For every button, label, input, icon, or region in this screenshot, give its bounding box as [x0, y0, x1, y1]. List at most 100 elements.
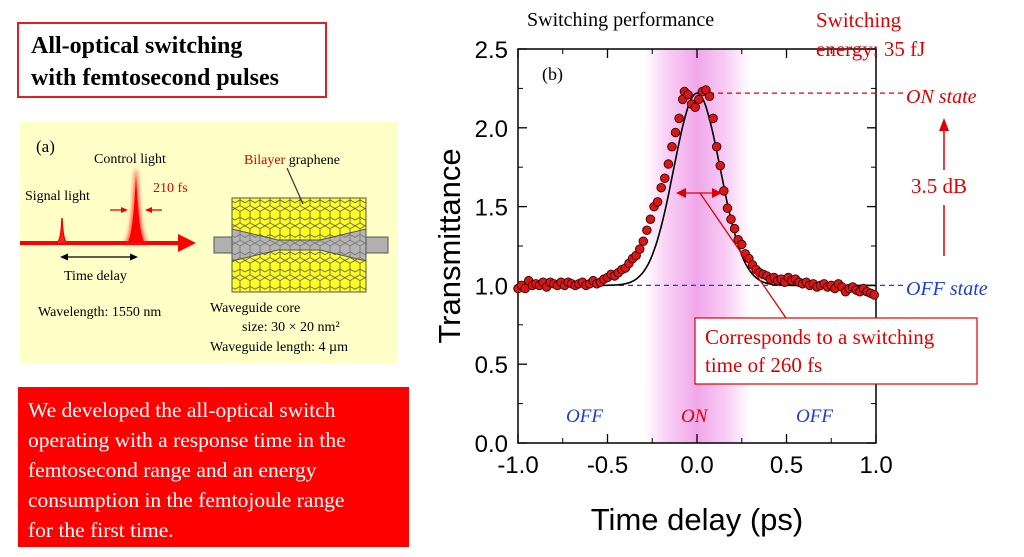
data-point [613, 268, 623, 278]
summary-line-5: for the first time. [28, 518, 174, 542]
y-tick-labels: 0.0 0.5 1.0 1.5 2.0 2.5 [475, 37, 508, 458]
waveguide-length-label: Waveguide length: 4 µm [210, 340, 348, 355]
signal-pulse [55, 217, 69, 244]
panel-b-label: (b) [542, 64, 563, 85]
light-beam [20, 169, 196, 252]
core-size-label: size: 30 × 20 nm² [242, 320, 340, 335]
data-point [631, 250, 641, 261]
data-point [779, 277, 790, 287]
region-on-label: ON [681, 406, 709, 427]
pulse-width-label: 210 fs [153, 181, 188, 196]
data-point [765, 274, 776, 284]
data-point [797, 279, 808, 289]
switch-time-box [694, 317, 978, 385]
data-point [790, 274, 801, 284]
data-point [563, 277, 573, 287]
region-off-left-label: OFF [566, 406, 603, 427]
switch-time-line-2: time of 260 fs [705, 353, 822, 377]
graphene-word: graphene [285, 153, 340, 168]
data-point [758, 269, 768, 280]
data-point [545, 277, 555, 287]
switch-time-callout [676, 188, 978, 385]
data-point [538, 277, 548, 287]
data-point [815, 280, 826, 291]
device-schematic-panel: (a) Control light Signal light 210 fs Ti… [20, 122, 398, 364]
beam-arrowhead [178, 234, 196, 252]
data-point [679, 86, 690, 97]
data-point [822, 282, 833, 292]
data-point [599, 274, 609, 284]
fit-curve [518, 92, 876, 287]
data-point [649, 201, 659, 212]
data-point [523, 275, 534, 286]
data-point [772, 275, 783, 286]
plot-frame [517, 48, 877, 444]
data-point [624, 258, 634, 269]
x-tick-label: -0.5 [587, 452, 628, 479]
data-point [609, 271, 620, 281]
data-point [769, 272, 779, 283]
title-line-2: with femtosecond pulses [31, 65, 280, 91]
data-point [862, 286, 872, 297]
data-point [794, 277, 804, 287]
y-tick-label: 1.0 [475, 273, 508, 300]
data-point [851, 285, 862, 295]
region-off-right-label: OFF [796, 406, 833, 427]
switching-energy-line-2: energy: 35 fJ [816, 37, 925, 61]
data-point [855, 286, 865, 297]
data-point [513, 283, 523, 294]
data-point [694, 94, 704, 105]
data-points [513, 85, 879, 300]
y-tick-label: 2.0 [475, 116, 508, 143]
data-point [762, 271, 772, 281]
summary-box: We developed the all-optical switch oper… [18, 387, 409, 547]
data-point [858, 283, 869, 294]
data-point [627, 253, 638, 264]
data-point [602, 272, 613, 283]
data-point [634, 244, 645, 254]
data-point [801, 277, 811, 287]
x-axis-label: Time delay (ps) [591, 502, 803, 537]
data-point [556, 277, 566, 287]
on-state-label: ON state [906, 86, 977, 108]
data-point [776, 274, 786, 284]
data-point [670, 127, 681, 138]
control-pulse [126, 174, 146, 243]
data-point [566, 279, 577, 289]
y-tick-label: 1.5 [475, 195, 508, 222]
data-point [708, 113, 718, 124]
data-point [531, 279, 541, 289]
waveguide-device [213, 167, 389, 293]
data-point [574, 279, 584, 289]
data-point [783, 272, 794, 283]
data-point [722, 203, 733, 213]
data-point [570, 280, 581, 291]
data-point [577, 277, 588, 287]
data-point [660, 173, 670, 183]
data-point [812, 282, 822, 292]
extinction-arrow [939, 118, 949, 256]
data-point [833, 279, 844, 289]
data-point [819, 279, 829, 289]
summary-line-1: We developed the all-optical switch [28, 398, 336, 422]
switch-time-line-1: Corresponds to a switching [705, 325, 935, 349]
data-point [606, 269, 616, 280]
data-point [516, 280, 527, 291]
data-point [711, 141, 722, 152]
x-tick-labels: -1.0 -0.5 0.0 0.5 1.0 [497, 452, 892, 479]
on-region-highlight [643, 49, 751, 443]
data-point [715, 160, 726, 171]
title-line-1: All-optical switching [31, 33, 243, 59]
data-point [674, 113, 684, 124]
data-point [740, 249, 751, 259]
data-point [787, 275, 797, 286]
data-point [719, 186, 729, 196]
data-point [844, 283, 854, 294]
switching-energy-line-1: Switching [816, 8, 902, 32]
data-point [592, 279, 602, 289]
panel-a-label: (a) [36, 137, 55, 156]
bilayer-graphene-label: Bilayer graphene [244, 153, 340, 168]
control-light-label: Control light [94, 152, 166, 167]
y-tick-label: 0.0 [475, 431, 508, 458]
x-tick-label: -1.0 [497, 452, 538, 479]
